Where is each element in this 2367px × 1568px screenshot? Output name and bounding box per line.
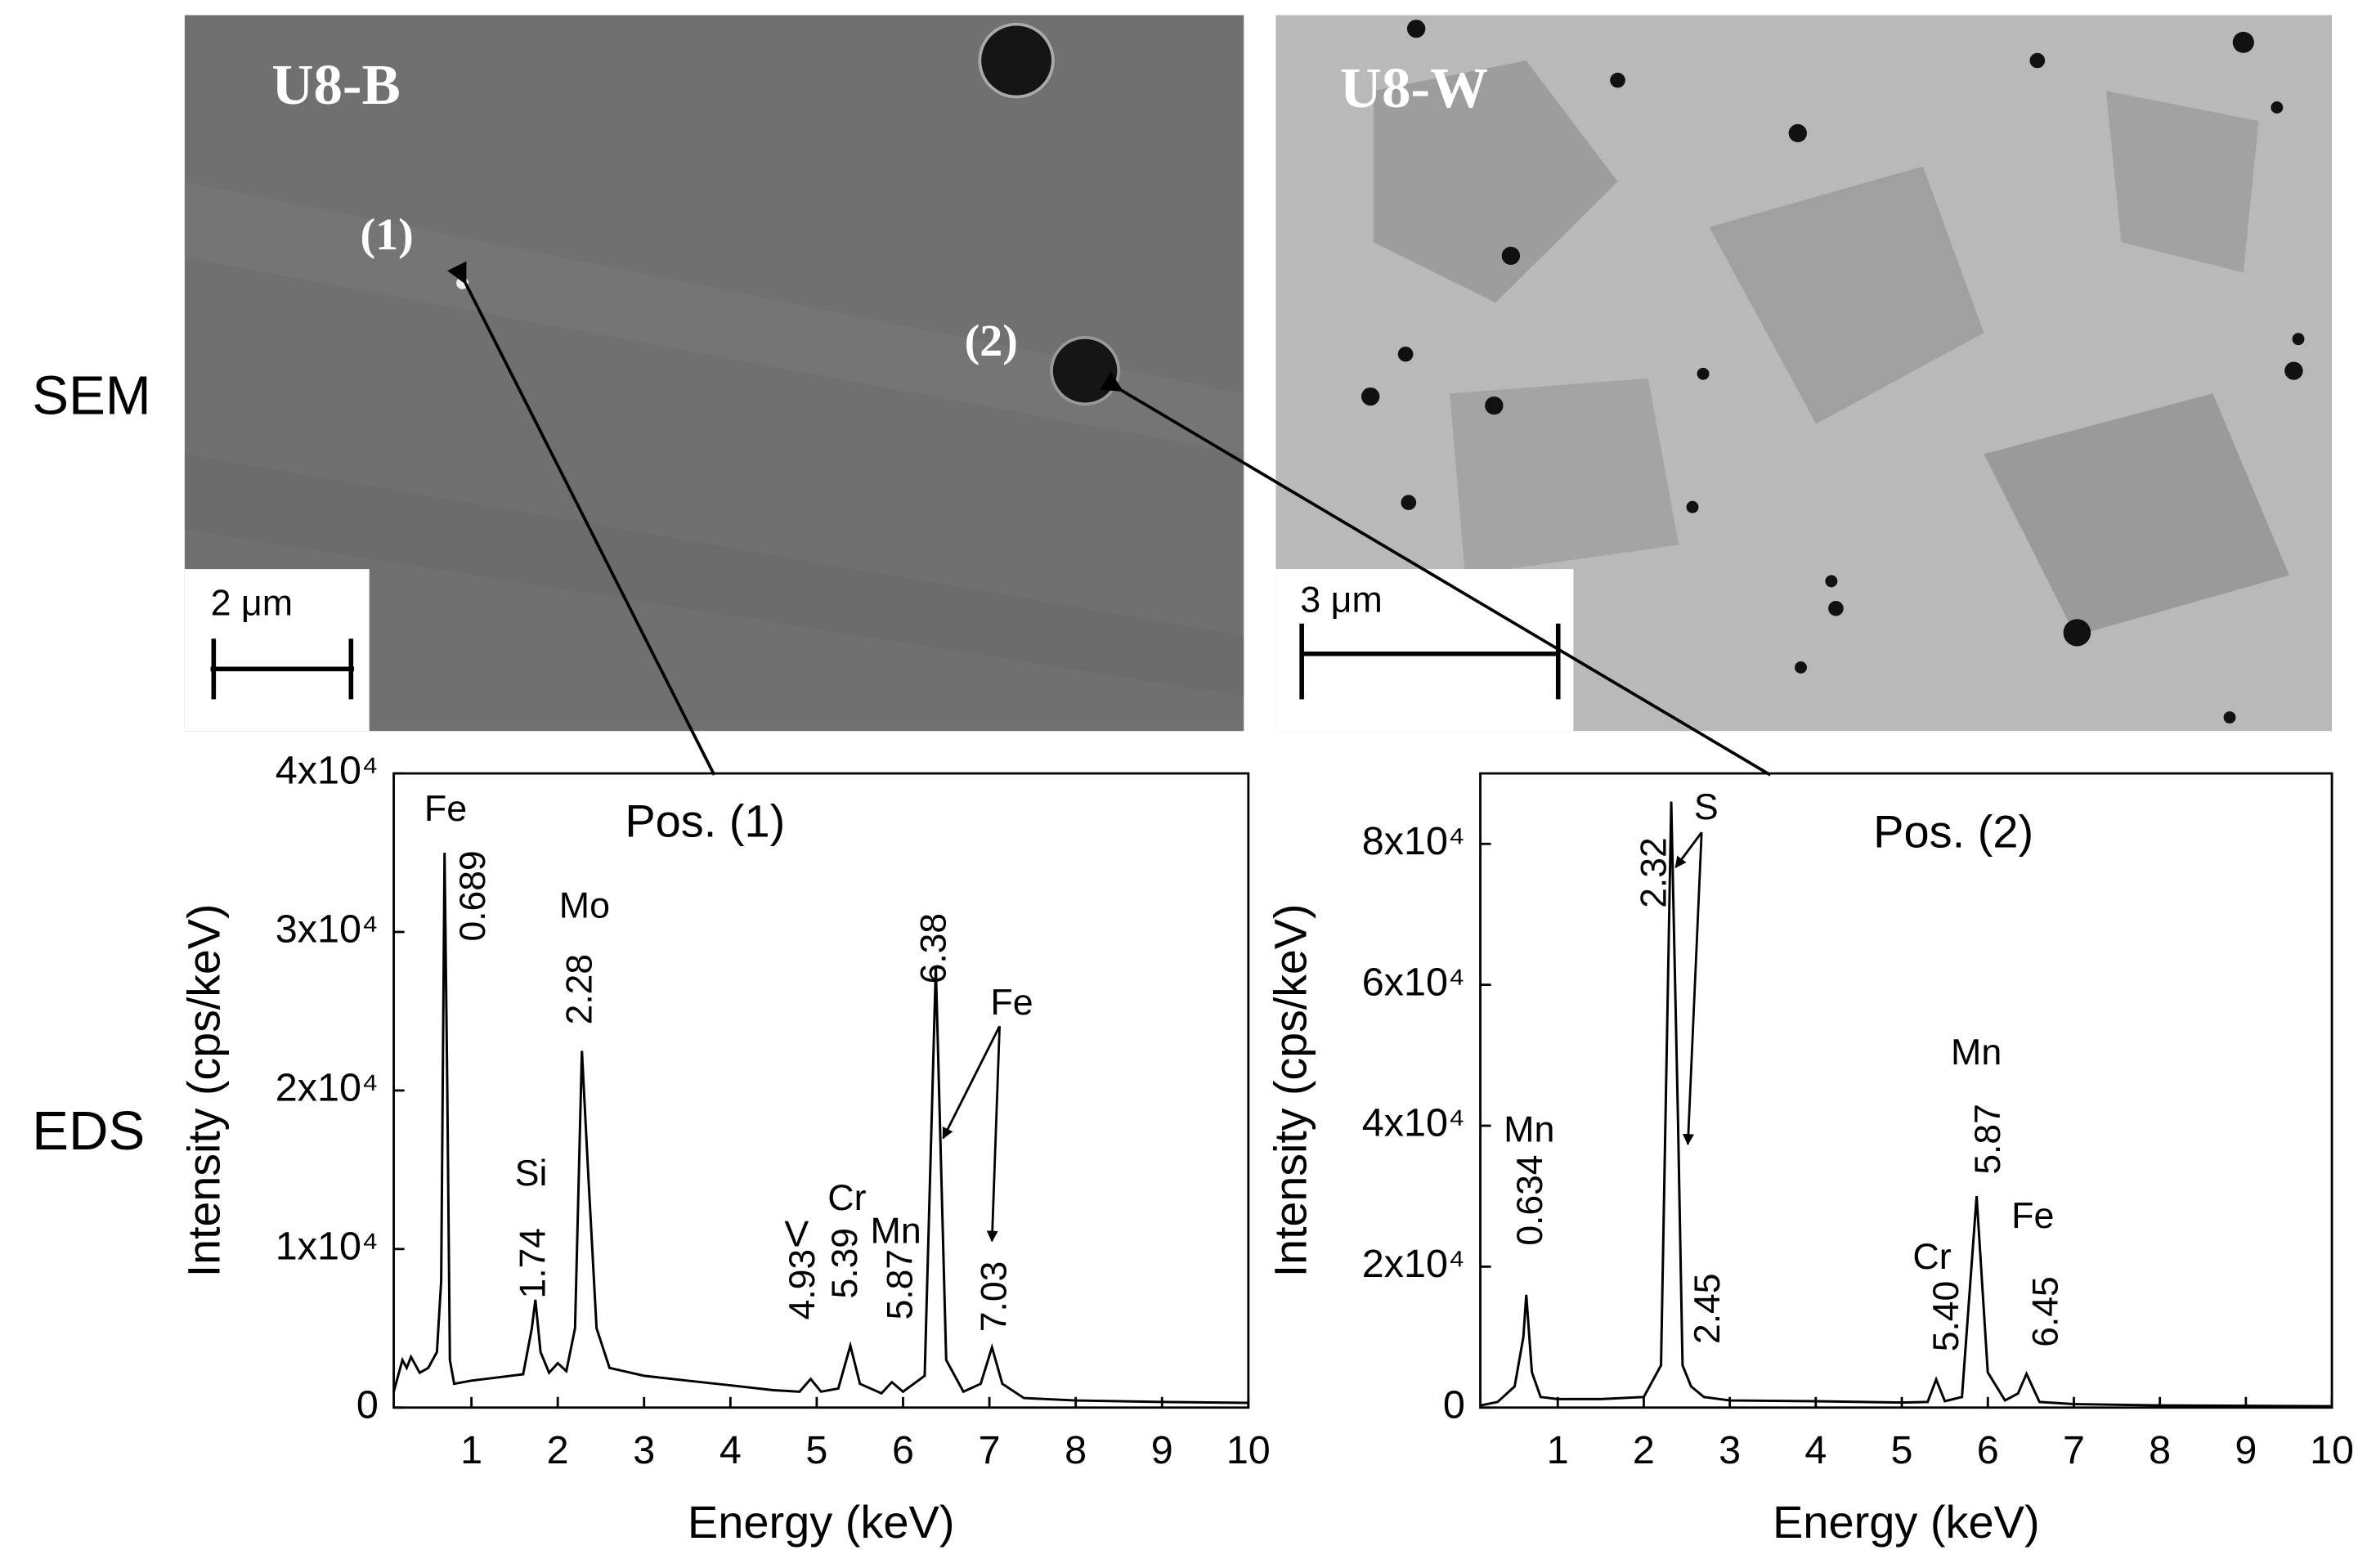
row-label: SEM — [32, 365, 151, 427]
peak-label: 1.74 — [513, 1228, 553, 1298]
y-axis-label: Intensity (cps/keV) — [1265, 904, 1316, 1278]
x-tick-label: 6 — [1977, 1428, 1999, 1472]
x-tick-label: 7 — [2063, 1428, 2085, 1472]
scale-label: 2 μm — [211, 583, 293, 623]
peak-label: 0.634 — [1510, 1154, 1550, 1245]
y-tick-label: 2x10⁴ — [1362, 1242, 1465, 1286]
annotation-arrow — [942, 1025, 1001, 1140]
y-tick-label: 0 — [356, 1383, 379, 1427]
element-label: Fe — [424, 789, 467, 829]
x-tick-label: 5 — [805, 1428, 827, 1472]
point-label: (2) — [965, 316, 1018, 366]
peak-label: 7.03 — [975, 1261, 1015, 1332]
element-label: Mo — [559, 886, 610, 926]
spectrum-line — [1480, 801, 2333, 1408]
x-tick-label: 9 — [2235, 1428, 2257, 1472]
y-tick-label: 4x10⁴ — [1362, 1101, 1465, 1145]
x-axis-label: Energy (keV) — [688, 1497, 955, 1548]
x-tick-label: 4 — [1804, 1428, 1827, 1472]
element-label: Mn — [1504, 1110, 1554, 1150]
chart-title: Pos. (2) — [1873, 807, 2033, 858]
x-tick-label: 10 — [2310, 1428, 2354, 1472]
y-tick-label: 0 — [1443, 1383, 1465, 1427]
x-tick-label: 2 — [547, 1428, 569, 1472]
peak-label: 2.45 — [1688, 1274, 1728, 1344]
x-tick-label: 7 — [979, 1428, 1001, 1472]
annotation-arrow — [1674, 831, 1703, 868]
peak-label: 2.32 — [1634, 837, 1674, 907]
image-title: U8-B — [271, 53, 401, 117]
x-axis-label: Energy (keV) — [1773, 1497, 2040, 1548]
y-tick-label: 2x10⁴ — [276, 1066, 379, 1110]
x-tick-label: 4 — [720, 1428, 742, 1472]
element-label: Mn — [1951, 1033, 2002, 1073]
x-tick-label: 8 — [1065, 1428, 1087, 1472]
y-tick-label: 4x10⁴ — [276, 749, 379, 793]
x-tick-label: 10 — [1226, 1428, 1271, 1472]
peak-label: 6.45 — [2025, 1276, 2065, 1346]
annotation-arrow — [1682, 832, 1703, 1146]
annotation-arrow — [986, 1026, 1001, 1243]
row-label: EDS — [32, 1100, 145, 1162]
peak-label: 4.93 — [782, 1249, 823, 1319]
spectrum-line — [392, 853, 1249, 1404]
x-tick-label: 1 — [1547, 1428, 1569, 1472]
element-label: Cr — [827, 1178, 866, 1218]
peak-label: 5.40 — [1926, 1281, 1966, 1351]
y-tick-label: 1x10⁴ — [276, 1225, 379, 1269]
element-label: Cr — [1912, 1237, 1951, 1277]
element-label: Fe — [990, 983, 1033, 1023]
peak-label: 5.87 — [1968, 1104, 2008, 1174]
y-tick-label: 8x10⁴ — [1362, 819, 1465, 863]
x-tick-label: 3 — [633, 1428, 655, 1472]
x-tick-label: 3 — [1719, 1428, 1741, 1472]
x-tick-label: 6 — [892, 1428, 914, 1472]
peak-label: 6.38 — [913, 913, 953, 983]
image-title: U8-W — [1340, 56, 1488, 120]
peak-label: 2.28 — [559, 954, 599, 1024]
y-tick-label: 3x10⁴ — [276, 907, 379, 952]
element-label: Mn — [871, 1212, 921, 1252]
element-label: Fe — [2011, 1196, 2054, 1236]
pointer-arrow — [1100, 371, 1772, 777]
element-label: S — [1694, 787, 1719, 827]
point-label: (1) — [361, 209, 414, 260]
peak-label: 5.39 — [825, 1228, 865, 1298]
x-tick-label: 2 — [1633, 1428, 1655, 1472]
chart-title: Pos. (1) — [625, 796, 785, 847]
y-tick-label: 6x10⁴ — [1362, 961, 1465, 1005]
element-label: V — [784, 1214, 809, 1254]
sem-image: 3 μm U8-W — [1275, 15, 2333, 732]
sem-image: 2 μm U8-B (1) (2) — [184, 15, 1244, 732]
peak-label: 5.87 — [881, 1249, 921, 1319]
x-tick-label: 1 — [460, 1428, 482, 1472]
element-label: Si — [515, 1154, 548, 1194]
pointer-arrow — [447, 261, 716, 776]
y-axis-label: Intensity (cps/keV) — [178, 904, 229, 1278]
x-tick-label: 8 — [2149, 1428, 2171, 1472]
x-tick-label: 9 — [1151, 1428, 1173, 1472]
plot-frame — [1479, 772, 2333, 1409]
peak-label: 0.689 — [453, 850, 493, 941]
x-tick-label: 5 — [1891, 1428, 1913, 1472]
scale-label: 3 μm — [1300, 580, 1382, 620]
